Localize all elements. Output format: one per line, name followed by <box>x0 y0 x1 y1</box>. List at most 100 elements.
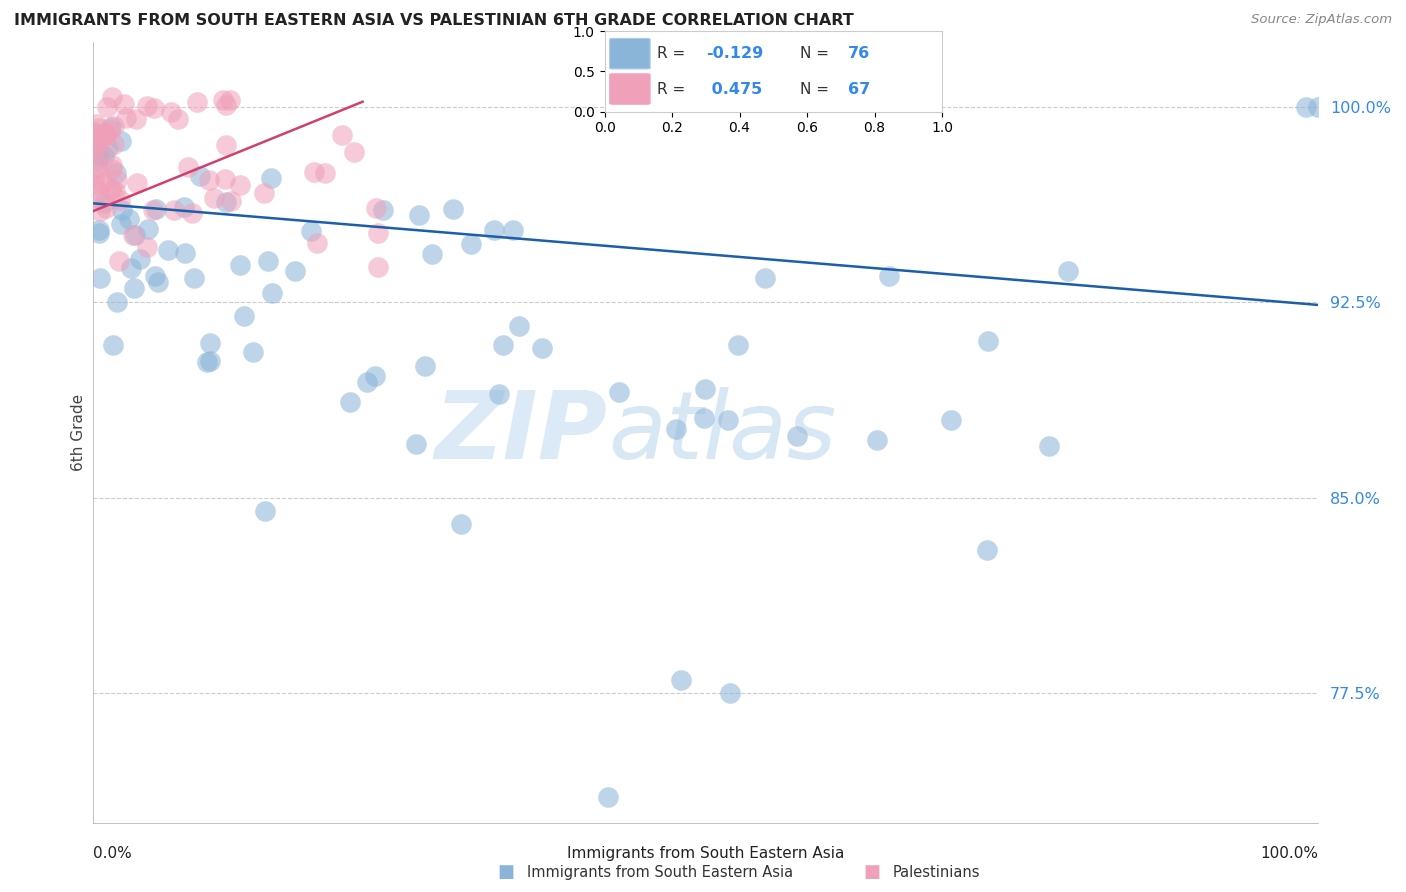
Point <box>332 128 354 142</box>
Text: N =: N = <box>800 81 834 96</box>
Point <box>87 166 110 180</box>
Point <box>103 338 125 352</box>
Point <box>307 236 329 251</box>
Point <box>502 223 524 237</box>
Point <box>531 341 554 355</box>
Point <box>160 104 183 119</box>
FancyBboxPatch shape <box>610 38 650 69</box>
Point <box>142 202 165 217</box>
Text: 100.0%: 100.0% <box>1260 846 1319 861</box>
Point <box>103 137 125 152</box>
Point <box>314 166 336 180</box>
Text: Immigrants from South Eastern Asia: Immigrants from South Eastern Asia <box>567 846 845 861</box>
Point <box>93 196 115 211</box>
Point <box>482 223 505 237</box>
Point <box>104 184 127 198</box>
Point <box>441 202 464 217</box>
Point <box>215 138 238 153</box>
Point <box>229 258 252 272</box>
Point <box>125 177 148 191</box>
Point <box>84 130 107 145</box>
Point <box>89 186 111 200</box>
Point <box>215 194 238 209</box>
Point <box>939 412 962 426</box>
Point <box>183 271 205 285</box>
Text: -0.129: -0.129 <box>706 46 763 62</box>
Text: 0.475: 0.475 <box>706 81 762 96</box>
Point <box>200 335 222 350</box>
Point <box>786 429 808 443</box>
Point <box>136 240 159 254</box>
Point <box>302 165 325 179</box>
Point <box>89 270 111 285</box>
Point <box>339 394 361 409</box>
Point <box>87 128 110 143</box>
Text: 0.0%: 0.0% <box>93 846 132 861</box>
Point <box>89 223 111 237</box>
Point <box>83 178 105 192</box>
Point <box>89 226 111 240</box>
Point <box>1308 100 1330 114</box>
Point <box>450 516 472 531</box>
Point <box>122 281 145 295</box>
Point <box>136 222 159 236</box>
Point <box>420 247 443 261</box>
Point <box>607 385 630 400</box>
Point <box>142 101 165 115</box>
Point <box>727 338 749 352</box>
Point <box>83 171 105 186</box>
Point <box>218 93 240 107</box>
Point <box>488 386 510 401</box>
Point <box>86 136 108 151</box>
Point <box>717 413 740 427</box>
Point <box>87 127 110 141</box>
Point <box>100 120 122 135</box>
Point <box>166 112 188 127</box>
Point <box>111 202 134 217</box>
Point <box>96 201 118 215</box>
Point <box>229 178 252 192</box>
Point <box>90 176 112 190</box>
Point <box>94 128 117 142</box>
Text: Palestinians: Palestinians <box>893 865 980 880</box>
Point <box>93 149 115 163</box>
Point <box>197 173 219 187</box>
Point <box>120 261 142 276</box>
Point <box>84 117 107 131</box>
Point <box>253 186 276 201</box>
Point <box>233 309 256 323</box>
Point <box>84 142 107 156</box>
Point <box>1056 263 1078 277</box>
Point <box>110 134 132 148</box>
Point <box>146 275 169 289</box>
Point <box>342 145 364 160</box>
Point <box>115 111 138 125</box>
Point <box>460 236 482 251</box>
Point <box>174 246 197 260</box>
Point <box>157 244 180 258</box>
Text: 76: 76 <box>848 46 870 62</box>
Point <box>107 253 129 268</box>
Point <box>94 128 117 142</box>
Point <box>198 354 221 368</box>
Point <box>177 160 200 174</box>
Point <box>371 203 394 218</box>
Point <box>665 422 688 436</box>
Point <box>98 181 121 195</box>
Point <box>693 410 716 425</box>
Point <box>879 269 901 284</box>
Point <box>110 217 132 231</box>
Point <box>100 158 122 172</box>
Point <box>103 120 125 134</box>
Point <box>83 125 105 139</box>
Point <box>1295 100 1317 114</box>
Point <box>195 355 218 369</box>
Point <box>718 686 741 700</box>
Point <box>214 172 236 186</box>
Point <box>693 382 716 396</box>
Point <box>257 254 280 268</box>
Point <box>112 97 135 112</box>
Point <box>105 295 128 310</box>
Point <box>173 200 195 214</box>
Point <box>136 99 159 113</box>
